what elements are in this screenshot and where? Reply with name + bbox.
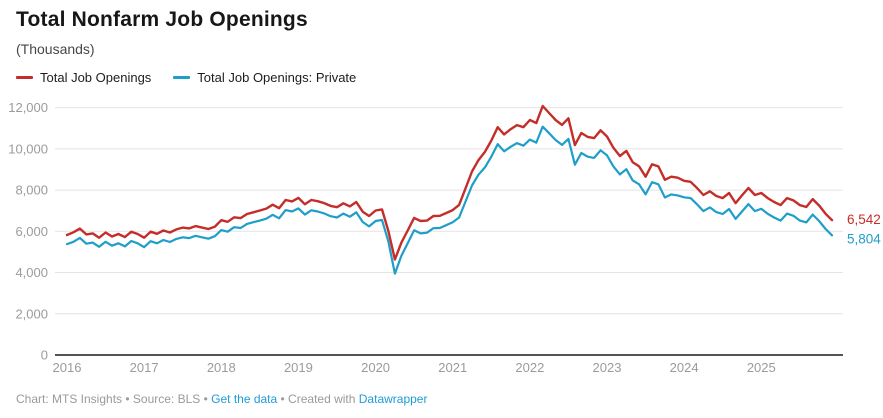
series-line-total <box>65 104 834 261</box>
x-tick-label: 2019 <box>284 360 313 375</box>
y-tick-label: 6,000 <box>15 224 48 239</box>
y-tick-label: 4,000 <box>15 265 48 280</box>
page-title: Total Nonfarm Job Openings <box>16 8 308 31</box>
y-tick-label: 2,000 <box>15 306 48 321</box>
legend-item-private: Total Job Openings: Private <box>173 70 356 85</box>
x-tick-label: 2023 <box>593 360 622 375</box>
legend-item-total: Total Job Openings <box>16 70 151 85</box>
x-tick-label: 2018 <box>207 360 236 375</box>
x-tick-label: 2022 <box>515 360 544 375</box>
x-tick-label: 2025 <box>747 360 776 375</box>
legend-label-private: Total Job Openings: Private <box>197 70 357 85</box>
y-tick-label: 10,000 <box>8 141 48 156</box>
legend-label-total: Total Job Openings <box>40 70 152 85</box>
footer-credit-text: Chart: MTS Insights • Source: BLS • <box>16 392 212 406</box>
y-tick-label: 12,000 <box>8 100 48 115</box>
end-value-label-total: 6,542 <box>847 212 881 227</box>
x-tick-label: 2024 <box>670 360 699 375</box>
get-the-data-link[interactable]: Get the data <box>211 392 278 406</box>
series-line-private <box>65 125 834 275</box>
chart-subtitle: (Thousands) <box>16 41 95 57</box>
legend: Total Job Openings Total Job Openings: P… <box>16 70 356 85</box>
x-tick-label: 2020 <box>361 360 390 375</box>
x-tick-label: 2016 <box>53 360 82 375</box>
chart-footer: Chart: MTS Insights • Source: BLS • Get … <box>16 392 427 406</box>
footer-created-text: • Created with <box>277 392 359 406</box>
x-tick-label: 2021 <box>438 360 467 375</box>
y-tick-label: 8,000 <box>15 183 48 198</box>
legend-swatch-private-icon <box>173 76 191 79</box>
end-value-label-private: 5,804 <box>847 231 881 246</box>
x-tick-label: 2017 <box>130 360 159 375</box>
y-tick-label: 0 <box>41 348 48 363</box>
legend-swatch-total-icon <box>16 76 33 79</box>
datawrapper-link[interactable]: Datawrapper <box>358 392 428 406</box>
